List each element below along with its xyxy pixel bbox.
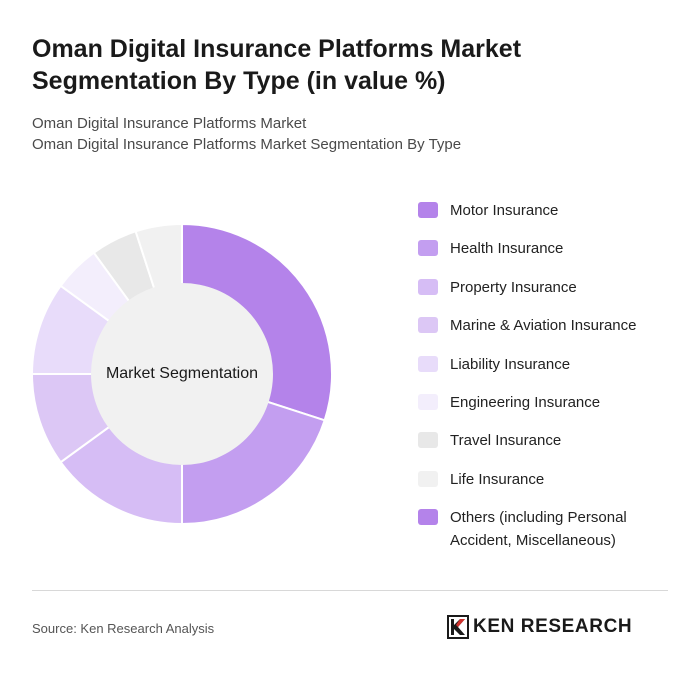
legend-label: Motor Insurance [450, 202, 559, 219]
donut-center-label: Market Segmentation [106, 365, 258, 382]
donut-center [91, 283, 273, 465]
chart-title: Oman Digital Insurance Platforms Market … [32, 33, 652, 97]
chart-title-line-2: Segmentation By Type (in value %) [32, 67, 446, 95]
source-note: Source: Ken Research Analysis [32, 621, 215, 636]
legend-label: Travel Insurance [450, 432, 562, 449]
legend-swatch [418, 509, 438, 525]
legend-item: Marine & Aviation Insurance [418, 314, 670, 337]
legend-label: Engineering Insurance [450, 394, 601, 411]
legend-label: Health Insurance [450, 240, 564, 257]
legend-swatch [418, 432, 438, 448]
legend-item: Motor Insurance [418, 199, 670, 222]
legend-swatch [418, 394, 438, 410]
legend-label: Marine & Aviation Insurance [450, 317, 637, 334]
legend-item: Engineering Insurance [418, 391, 670, 414]
chart-subtitle-line-1: Oman Digital Insurance Platforms Market [32, 115, 307, 132]
chart-subtitle: Oman Digital Insurance Platforms Market … [32, 113, 652, 155]
legend-item: Others (including Personal Accident, Mis… [418, 506, 670, 552]
brand-name: KEN RESEARCH [473, 616, 633, 637]
legend-item: Property Insurance [418, 276, 670, 299]
legend-item: Health Insurance [418, 237, 670, 260]
donut-chart: Market Segmentation [30, 222, 333, 526]
legend-item: Life Insurance [418, 468, 670, 491]
legend-label: Others (including Personal Accident, Mis… [450, 509, 627, 549]
ken-research-logo-icon [447, 615, 469, 639]
footer-divider [32, 590, 668, 591]
legend-label: Property Insurance [450, 279, 577, 296]
legend-item: Travel Insurance [418, 429, 670, 452]
legend-swatch [418, 202, 438, 218]
legend-swatch [418, 240, 438, 256]
chart-title-line-1: Oman Digital Insurance Platforms Market [32, 35, 522, 63]
legend-label: Life Insurance [450, 471, 545, 488]
legend-swatch [418, 279, 438, 295]
legend-swatch [418, 356, 438, 372]
legend-label: Liability Insurance [450, 356, 571, 373]
brand-logo: KEN RESEARCH [447, 614, 632, 640]
legend-item: Liability Insurance [418, 353, 670, 376]
legend-swatch [418, 317, 438, 333]
chart-subtitle-line-2: Oman Digital Insurance Platforms Market … [32, 136, 462, 153]
legend-swatch [418, 471, 438, 487]
